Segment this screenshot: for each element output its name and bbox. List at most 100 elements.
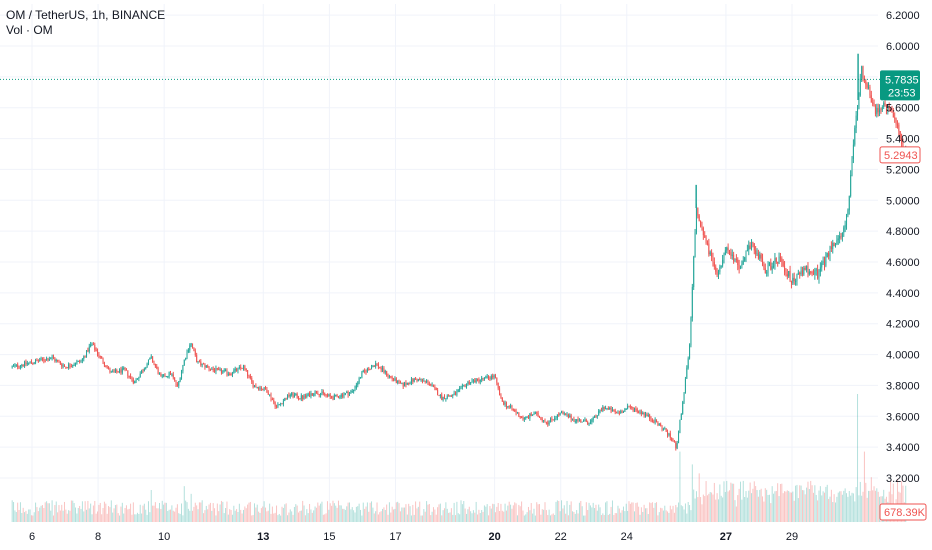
candle-body (321, 391, 323, 394)
price-tick-label: 6.0000 (886, 41, 920, 53)
candle-body (591, 419, 593, 422)
volume-bar (836, 496, 838, 522)
candle-body (242, 365, 244, 369)
candle-body (314, 391, 316, 395)
volume-bar (552, 513, 554, 522)
candle-body (711, 252, 713, 257)
candle-body (152, 356, 154, 362)
candle-body (109, 367, 111, 372)
volume-bar (441, 515, 443, 522)
candle-body (793, 277, 795, 282)
volume-bar (716, 493, 718, 522)
volume-bar (431, 511, 433, 522)
volume-bar (660, 507, 662, 522)
volume-bar (420, 515, 422, 522)
volume-bar (187, 508, 189, 522)
volume-bar (510, 504, 512, 522)
volume-bar (526, 512, 528, 522)
volume-bar (138, 513, 140, 522)
volume-bar (806, 487, 808, 522)
volume-bar (684, 503, 686, 522)
price-axis[interactable]: 6.20006.00005.80005.60005.40005.20005.00… (886, 10, 920, 485)
candle-body (700, 220, 702, 227)
volume-bar (726, 480, 728, 522)
volume-bar (336, 507, 338, 522)
candle-body (471, 380, 473, 383)
candle-body (266, 389, 268, 393)
candle-body (262, 389, 264, 391)
volume-bar (401, 507, 403, 522)
volume-bar (30, 515, 32, 522)
candle-body (607, 408, 609, 410)
volume-bar (136, 512, 138, 522)
volume-bar (119, 515, 121, 522)
candle-body (686, 367, 688, 379)
volume-bar (182, 515, 184, 522)
volume-bar (408, 503, 410, 522)
volume-bar (62, 510, 64, 522)
candle-body (306, 395, 308, 397)
volume-bar (77, 508, 79, 522)
volume-bar (244, 506, 246, 522)
volume-bar (409, 506, 411, 522)
volume-bar (719, 484, 721, 522)
price-tick-label: 4.2000 (886, 319, 920, 331)
symbol-title[interactable]: OM / TetherUS, 1h, BINANCE (6, 8, 166, 22)
volume-bar (854, 501, 856, 522)
volume-bar (163, 504, 165, 522)
volume-bar (573, 511, 575, 522)
volume-bar (901, 480, 903, 522)
volume-bar (755, 486, 757, 522)
volume-bar (753, 481, 755, 522)
candle-body (238, 367, 240, 369)
candle-body (493, 375, 495, 378)
volume-bar (715, 499, 717, 522)
candle-body (540, 417, 542, 420)
candle-body (690, 317, 692, 346)
candle-body (402, 383, 404, 387)
candle-body (333, 395, 335, 400)
volume-bar (72, 500, 74, 522)
candle-body (269, 394, 271, 396)
volume-bar (102, 508, 104, 522)
candle-body (611, 409, 613, 412)
volume-bar (335, 505, 337, 522)
volume-bar (503, 511, 505, 522)
candle-body (566, 414, 568, 416)
volume-bar (434, 509, 436, 522)
candle-body (771, 266, 773, 270)
candle-body (656, 419, 658, 423)
volume-bar (740, 481, 742, 522)
candle-body (112, 371, 114, 373)
candle-body (621, 411, 623, 413)
volume-bar (770, 503, 772, 522)
volume-bar (751, 493, 753, 522)
volume-bar (150, 490, 152, 522)
candle-body (300, 395, 302, 399)
volume-bar (271, 506, 273, 522)
candle-body (456, 391, 458, 396)
candle-body (823, 261, 825, 266)
candle-body (33, 362, 35, 364)
volume-bar (373, 513, 375, 522)
volume-bar (50, 510, 52, 522)
candle-body (208, 366, 210, 369)
candle-body (744, 257, 746, 261)
volume-bar (779, 483, 781, 522)
volume-bar (147, 501, 149, 522)
volume-bar (225, 507, 227, 522)
candle-body (329, 394, 331, 397)
candle-body (664, 428, 666, 430)
volume-legend[interactable]: Vol · OM (6, 23, 53, 37)
volume-bar (220, 500, 222, 522)
volume-tag: 678.39K (879, 503, 927, 521)
time-axis[interactable]: 6 8 10 13 15 17 20 22 24 27 29 (29, 531, 798, 543)
volume-bar (632, 502, 634, 522)
volume-bar (804, 494, 806, 522)
volume-bar (584, 515, 586, 522)
candle-body (569, 415, 571, 418)
candle-body (873, 103, 875, 107)
candle-body (201, 363, 203, 365)
candle-body (554, 418, 556, 420)
